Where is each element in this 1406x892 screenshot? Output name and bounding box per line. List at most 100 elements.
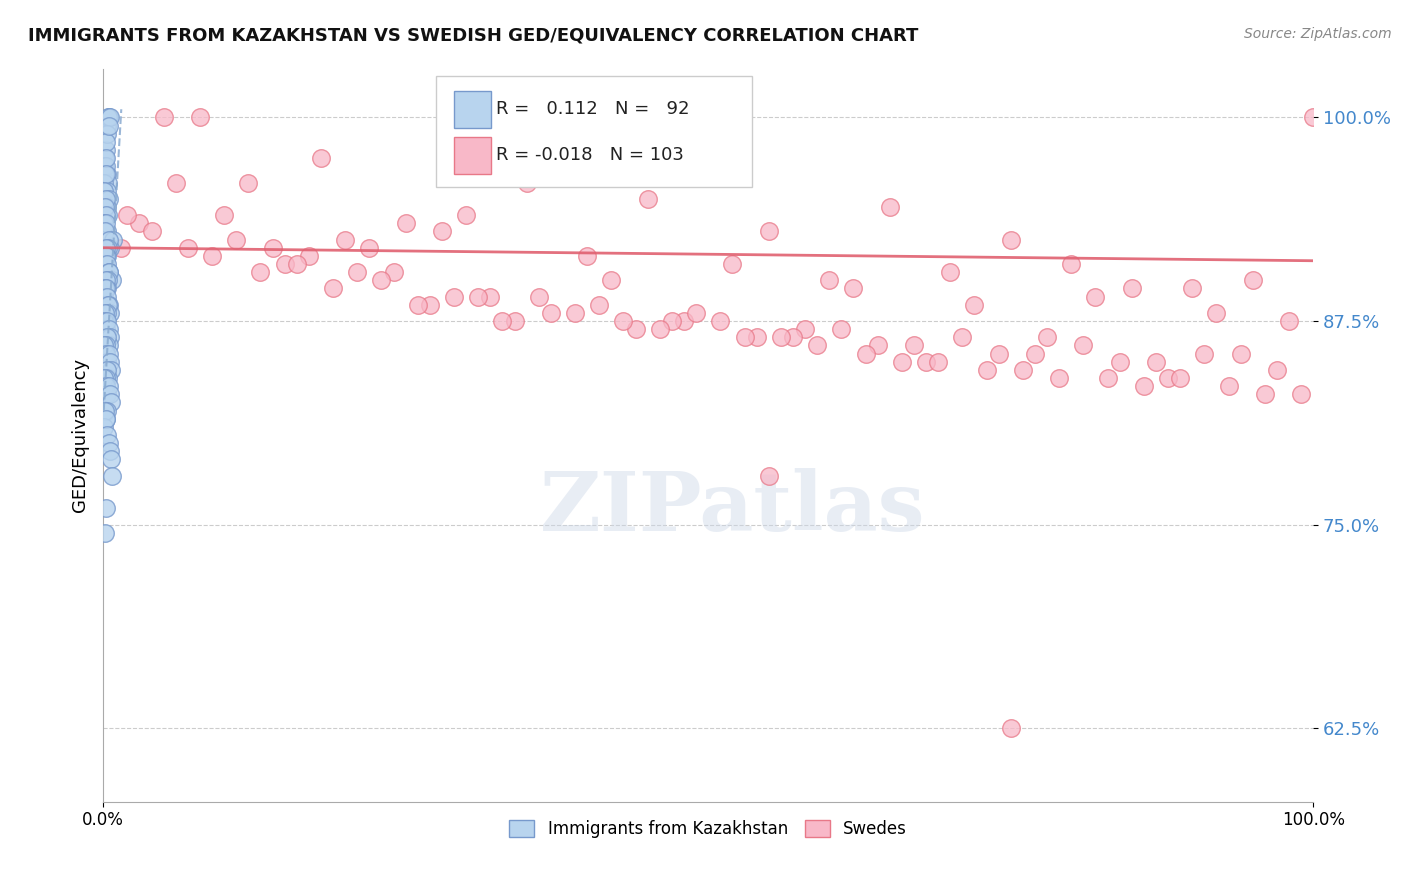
Point (97, 298, 120, 312)
Point (97, 298, 120, 312)
Point (94, 241, 117, 255)
Point (1205, 306, 1227, 320)
Point (96, 224, 118, 238)
Point (382, 265, 405, 279)
Point (1036, 330, 1059, 344)
Point (96, 208, 118, 222)
Point (600, 273, 623, 287)
Point (1241, 273, 1264, 287)
Point (98, 338, 121, 352)
Point (322, 281, 344, 295)
Point (94, 346, 117, 360)
Point (624, 322, 647, 336)
Point (100, 111, 122, 125)
Point (98, 192, 121, 206)
Point (890, 355, 912, 369)
Point (976, 363, 998, 377)
Point (1278, 314, 1301, 328)
Y-axis label: GED/Equivalency: GED/Equivalency (72, 358, 89, 512)
Point (782, 330, 804, 344)
Point (98, 111, 121, 125)
Point (346, 265, 368, 279)
Point (527, 289, 550, 303)
Point (96, 314, 118, 328)
Point (94, 314, 117, 328)
Point (866, 338, 889, 352)
Point (93, 420, 115, 434)
Point (1108, 355, 1130, 369)
Point (225, 233, 247, 247)
Point (152, 111, 174, 125)
Text: ZIPatlas: ZIPatlas (540, 468, 925, 549)
Point (709, 314, 731, 328)
Point (516, 111, 538, 125)
Point (96, 306, 118, 320)
Point (830, 322, 852, 336)
Point (818, 273, 841, 287)
Point (96, 428, 118, 442)
Point (419, 298, 441, 312)
Text: Source: ZipAtlas.com: Source: ZipAtlas.com (1244, 27, 1392, 41)
Point (93, 216, 115, 230)
Point (96, 168, 118, 182)
Point (806, 338, 828, 352)
Legend: Immigrants from Kazakhstan, Swedes: Immigrants from Kazakhstan, Swedes (503, 813, 914, 845)
Point (201, 249, 224, 263)
Point (1144, 355, 1167, 369)
Point (94, 216, 117, 230)
Point (98, 355, 121, 369)
Point (100, 241, 122, 255)
Point (117, 208, 139, 222)
Point (94, 200, 117, 214)
Point (734, 330, 756, 344)
Point (96, 322, 118, 336)
Point (516, 176, 538, 190)
Point (100, 363, 122, 377)
Point (97, 119, 120, 133)
Point (96, 119, 118, 133)
Point (128, 216, 150, 230)
Point (97, 176, 120, 190)
Point (98, 265, 121, 279)
Point (96, 200, 118, 214)
Point (1168, 371, 1191, 385)
Point (96, 387, 118, 401)
Point (359, 241, 381, 255)
Point (94, 192, 117, 206)
Text: R =   0.112   N =   92: R = 0.112 N = 92 (496, 100, 690, 118)
Point (249, 265, 271, 279)
Point (96, 411, 118, 425)
Point (94, 168, 117, 182)
Point (588, 298, 610, 312)
Point (96, 363, 118, 377)
Point (93, 338, 115, 352)
Point (97, 241, 120, 255)
Point (309, 151, 332, 165)
Text: R = -0.018   N = 103: R = -0.018 N = 103 (496, 146, 685, 164)
Point (939, 265, 962, 279)
Point (1302, 111, 1324, 125)
Point (238, 176, 260, 190)
Point (1073, 338, 1095, 352)
Point (96, 289, 118, 303)
Point (93, 159, 115, 173)
Point (745, 330, 768, 344)
Point (273, 257, 295, 271)
Point (540, 306, 562, 320)
Point (97, 111, 120, 125)
Point (1289, 387, 1312, 401)
Point (98, 233, 121, 247)
Point (96, 330, 118, 344)
Point (96, 184, 118, 198)
Point (96, 281, 118, 295)
Point (97, 371, 120, 385)
Point (212, 208, 235, 222)
Point (94, 403, 117, 417)
Point (842, 281, 865, 295)
Point (927, 355, 949, 369)
Point (188, 111, 211, 125)
Point (97, 379, 120, 393)
Point (94, 306, 117, 320)
Point (395, 216, 418, 230)
Point (758, 468, 780, 483)
